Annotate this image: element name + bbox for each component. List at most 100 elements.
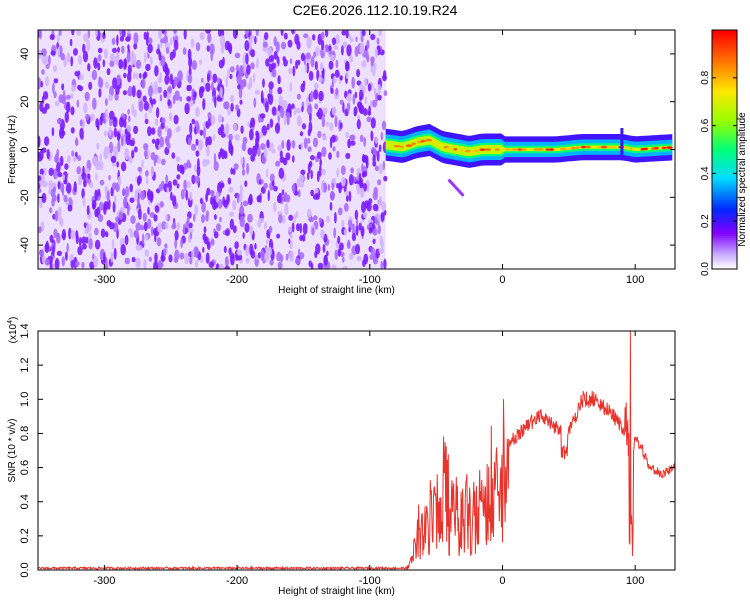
noise-blob — [341, 219, 345, 228]
colorbar-segment — [712, 185, 737, 188]
noise-blob — [320, 31, 325, 40]
signal-peak — [629, 147, 633, 150]
colorbar-segment — [712, 107, 737, 111]
noise-blob — [234, 52, 241, 59]
noise-blob — [225, 229, 230, 237]
noise-blob — [351, 76, 356, 89]
noise-blob — [285, 152, 291, 161]
noise-blob — [179, 96, 183, 102]
noise-blob — [358, 222, 362, 231]
noise-blob — [123, 119, 127, 128]
noise-blob — [157, 157, 162, 164]
noise-blob — [331, 178, 336, 184]
signal-peak — [571, 146, 576, 150]
noise-blob — [194, 175, 200, 184]
noise-blob — [69, 38, 73, 47]
signal-peak — [526, 148, 533, 151]
noise-blob — [169, 37, 173, 46]
spectrogram-xtick-label: 0 — [499, 274, 505, 286]
noise-blob — [327, 184, 331, 191]
noise-blob — [66, 242, 69, 253]
noise-blob — [137, 166, 143, 172]
noise-blob — [277, 86, 283, 95]
noise-blob — [133, 125, 139, 135]
noise-blob — [66, 94, 71, 100]
noise-blob — [182, 223, 186, 235]
noise-blob — [197, 158, 200, 170]
snr-ytick-label: 0.4 — [19, 494, 31, 509]
noise-blob — [84, 167, 90, 175]
noise-blob — [143, 259, 147, 269]
noise-blob — [259, 217, 264, 224]
noise-blob — [61, 229, 66, 241]
noise-blob — [64, 111, 70, 123]
noise-blob — [46, 259, 50, 265]
noise-blob — [266, 139, 270, 149]
noise-blob — [316, 151, 322, 159]
snr-xtick-label: -300 — [93, 575, 115, 587]
colorbar-segment — [712, 91, 737, 95]
noise-blob — [186, 85, 190, 92]
noise-blob — [209, 190, 215, 196]
noise-blob — [326, 215, 330, 223]
colorbar-segment — [712, 57, 737, 61]
noise-blob — [370, 247, 375, 256]
noise-blob — [56, 162, 61, 173]
signal-peak — [597, 145, 602, 149]
noise-blob — [383, 70, 387, 80]
noise-blob — [183, 30, 187, 40]
noise-blob — [164, 222, 169, 230]
noise-blob — [320, 62, 324, 72]
noise-blob — [85, 113, 90, 121]
noise-blob — [103, 201, 109, 211]
noise-blob — [276, 251, 282, 262]
noise-blob — [108, 175, 111, 181]
noise-blob — [147, 126, 152, 137]
colorbar-segment — [712, 143, 737, 147]
noise-blob — [70, 56, 74, 67]
noise-blob — [63, 194, 68, 203]
noise-blob — [241, 168, 246, 176]
noise-blob — [70, 93, 74, 99]
noise-blob — [104, 48, 108, 59]
noise-blob — [356, 69, 361, 78]
colorbar-segment — [712, 247, 737, 250]
noise-blob — [240, 201, 243, 214]
noise-blob — [363, 136, 367, 147]
noise-blob — [76, 99, 80, 108]
noise-blob — [146, 191, 150, 197]
noise-blob — [93, 57, 98, 69]
noise-blob — [165, 67, 170, 76]
noise-blob — [130, 215, 136, 225]
noise-blob — [124, 148, 130, 161]
noise-blob — [97, 54, 102, 62]
noise-blob — [184, 102, 190, 115]
noise-blob — [261, 125, 268, 136]
noise-blob — [287, 39, 293, 48]
noise-blob — [245, 257, 250, 264]
spectrogram-ytick-label: 40 — [19, 48, 31, 60]
noise-blob — [264, 221, 267, 230]
noise-blob — [278, 167, 285, 179]
noise-blob — [78, 174, 82, 186]
noise-blob — [345, 131, 349, 139]
noise-blob — [57, 181, 61, 190]
noise-blob — [301, 105, 304, 113]
colorbar-segment — [712, 255, 737, 258]
noise-blob — [245, 53, 249, 65]
noise-blob — [118, 59, 124, 70]
noise-blob — [283, 114, 287, 126]
noise-blob — [368, 227, 373, 234]
noise-blob — [230, 144, 234, 157]
noise-blob — [230, 102, 234, 112]
noise-blob — [52, 82, 55, 94]
signal-peak — [661, 146, 667, 150]
noise-blob — [124, 234, 129, 246]
noise-blob — [332, 146, 336, 152]
noise-blob — [310, 155, 315, 161]
noise-blob — [300, 169, 306, 176]
noise-blob — [77, 155, 82, 162]
signal-peak — [600, 145, 608, 149]
noise-blob — [87, 173, 91, 180]
signal-peak — [393, 144, 401, 148]
